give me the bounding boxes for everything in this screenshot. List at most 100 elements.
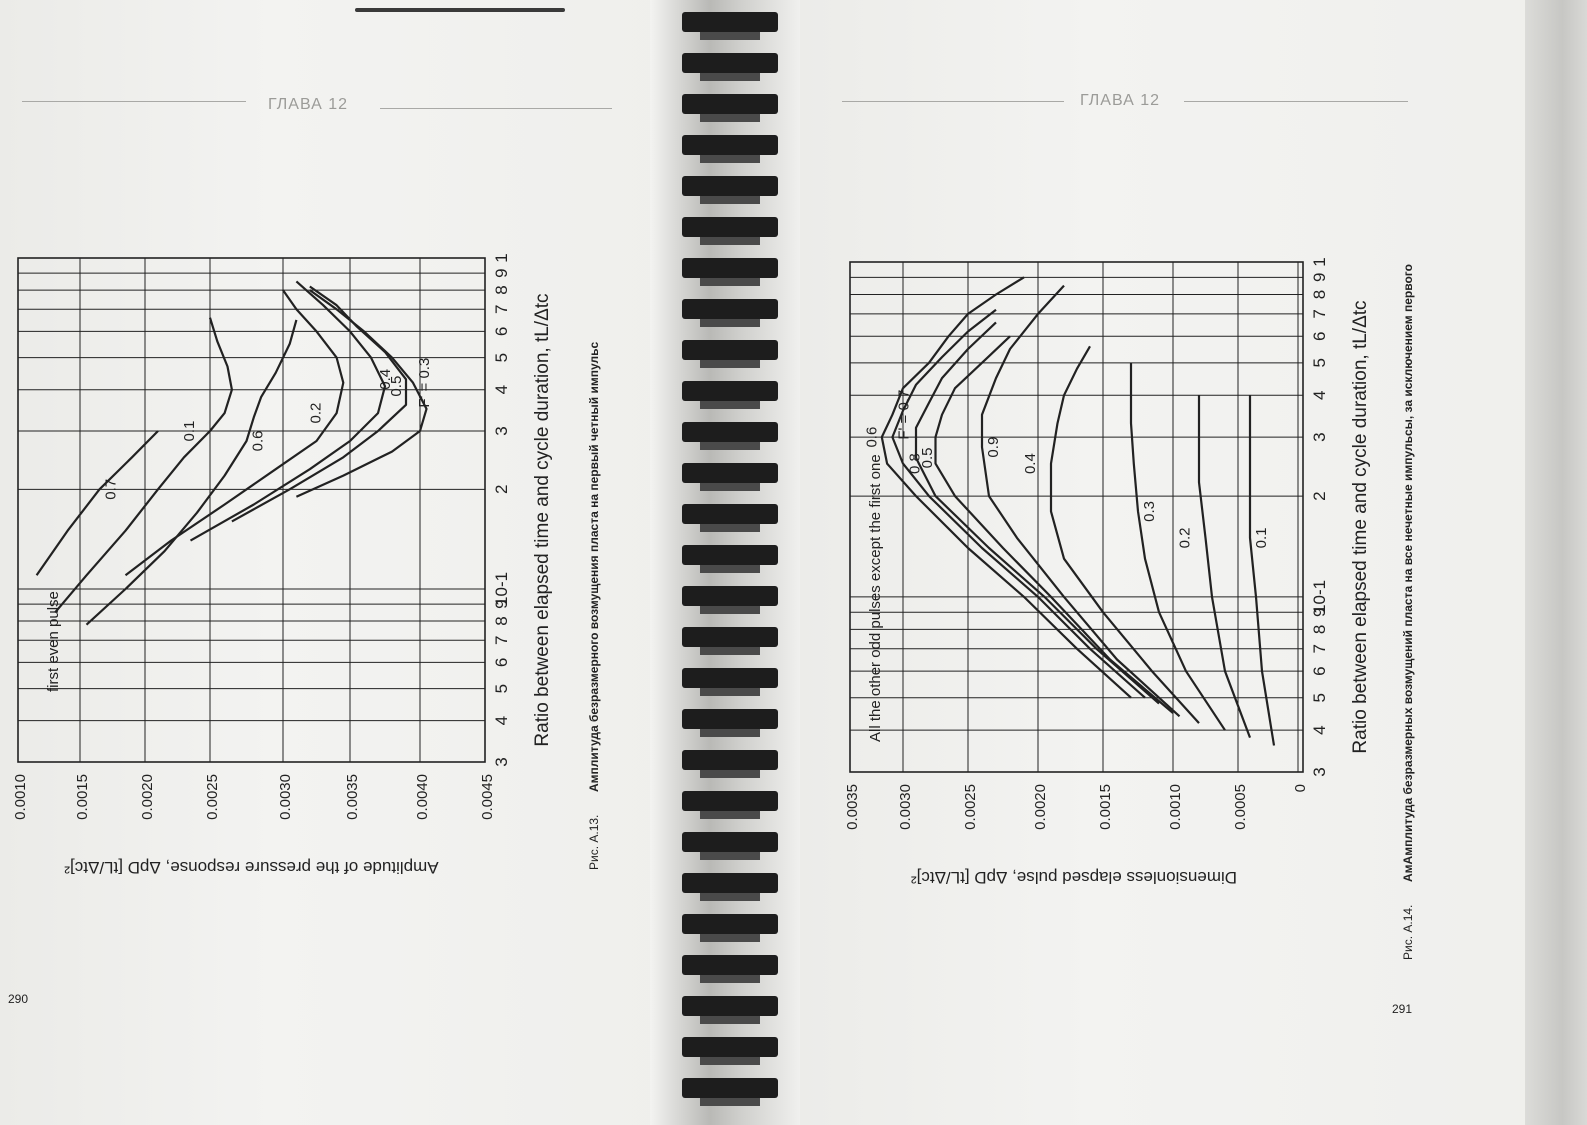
binding-coil [682,381,778,401]
left-header-rule-left [22,101,246,102]
time-tick-label: 9 [492,268,511,277]
value-tick-label: 0.0035 [344,774,361,820]
series-label: 0.6 [250,431,267,452]
time-tick-label: 10-1 [492,572,511,606]
series-label: 0.1 [181,421,198,442]
left-page-number: 290 [8,992,29,1006]
series-label: 0.5 [919,447,936,468]
value-tick-label: 0.0025 [962,784,979,830]
binding-coil-shadow [700,647,760,655]
series-label: 0.6 [863,427,880,448]
binding-coil [682,791,778,811]
value-tick-label: 0.0025 [204,774,221,820]
time-tick-label: 10-1 [1310,580,1329,614]
binding-coil-shadow [700,770,760,778]
binding-coil-shadow [700,688,760,696]
value-tick-label: 0.0005 [1232,784,1249,830]
x-axis-title: Ratio between elapsed time and cycle dur… [1350,300,1371,753]
binding-coil [682,504,778,524]
time-tick-label: 1 [492,253,511,262]
series-line [189,280,387,542]
time-tick-label: 5 [1310,693,1329,702]
series-line [1248,395,1276,746]
binding-coil [682,12,778,32]
binding-coil [682,709,778,729]
binding-coil-shadow [700,442,760,450]
right-header-rule-right [1184,101,1408,102]
series-label: 0.9 [985,437,1002,458]
value-tick-label: 0.0015 [74,774,91,820]
value-tick-label: 0.0020 [139,774,156,820]
value-tick-label: 0.0020 [1032,784,1049,830]
x-axis-title: Ratio between elapsed time and cycle dur… [532,293,553,746]
series-line [1197,395,1252,738]
binding-coil [682,299,778,319]
series-label: 0.8 [907,453,924,474]
time-tick-label: 4 [492,385,511,394]
series-label: F' = 0.3 [416,358,433,408]
binding-coil-shadow [700,893,760,901]
time-tick-label: 8 [492,616,511,625]
binding-coil [682,873,778,893]
binding-coil-shadow [700,811,760,819]
series-label: 0.7 [103,479,120,500]
series-line [54,317,233,614]
left-page [0,0,680,1125]
time-tick-label: 7 [492,635,511,644]
right-page-number: 291 [1392,1002,1413,1016]
series-line [980,284,1181,718]
series-label: 0.2 [1177,527,1194,548]
time-tick-label: 6 [1310,332,1329,341]
binding-coil [682,176,778,196]
right-header-rule-left [842,101,1064,102]
binding-coil [682,545,778,565]
series-line [124,289,345,577]
value-tick-label: 0.0030 [897,784,914,830]
value-tick-label: 0.0030 [277,774,294,820]
binding-coil-shadow [700,565,760,573]
value-tick-label: 0.0010 [12,774,29,820]
chart-right: 0 0.0005 0.0010 0.0015 0.0020 0.0025 0.0030 0.0… [844,257,1371,887]
series-line [934,335,1174,714]
binding-coil-shadow [700,524,760,532]
right-caption-prefix: Рис. А.14. [1401,905,1415,960]
binding-coil [682,340,778,360]
right-header-label: ГЛАВА 12 [1080,92,1160,109]
time-tick-label: 2 [1310,491,1329,500]
binding-coil [682,217,778,237]
series-label: 0.5 [388,376,405,397]
binding-coil [682,53,778,73]
time-tick-label: 3 [492,426,511,435]
binding-coil [682,668,778,688]
time-tick-label: 5 [1310,358,1329,367]
time-tick-label: 7 [492,305,511,314]
series-line [880,276,1132,699]
binding-coil [682,258,778,278]
time-tick-label: 7 [1310,644,1329,653]
time-tick-label: 1 [1310,257,1329,266]
series-label: 0.4 [377,369,394,390]
time-tick-label: 4 [1310,725,1329,734]
value-tick-label: 0.0040 [414,774,431,820]
value-tick-label: 0.0015 [1097,784,1114,830]
binding-coil-shadow [700,401,760,409]
y-axis-title: Dimensionless elapsed pulse, ΔpD [tL/Δtc… [911,868,1237,887]
binding-coil [682,135,778,155]
binding-coil-shadow [700,1057,760,1065]
binding-coil-shadow [700,483,760,491]
series-label: 0.2 [308,403,325,424]
binding-coil-shadow [700,32,760,40]
binding-coil [682,422,778,442]
binding-coil-shadow [700,852,760,860]
chart-left: 0.0010 0.0015 0.0020 0.0025 0.0030 0.0035 0.00… [12,253,553,877]
time-tick-label: 5 [492,353,511,362]
binding-coil [682,627,778,647]
series-line [231,285,408,523]
value-tick-label: 0 [1292,784,1309,792]
time-tick-label: 4 [1310,391,1329,400]
series-line [35,430,159,576]
time-tick-label: 8 [1310,290,1329,299]
spiral-binding [682,12,778,1106]
value-tick-label: 0.0010 [1167,784,1184,830]
